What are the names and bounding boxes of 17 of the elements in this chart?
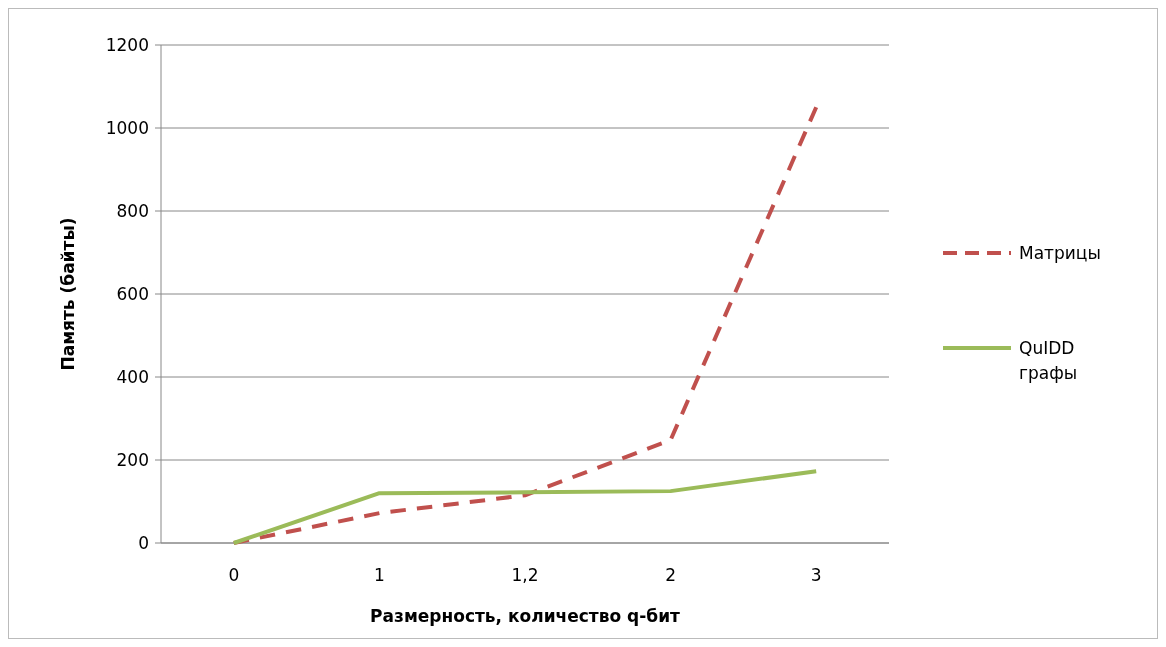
y-tick-label: 0 xyxy=(138,532,149,553)
y-tick-label: 800 xyxy=(116,200,149,221)
x-tick-label: 0 xyxy=(228,565,240,585)
y-tick-label: 1200 xyxy=(105,34,149,55)
y-tick-label: 200 xyxy=(116,449,149,470)
legend-label: QuIDD графы xyxy=(1019,337,1078,384)
legend-label: Матрицы xyxy=(1019,242,1101,263)
y-axis-title: Память (байты) xyxy=(58,217,78,371)
y-tick-label: 1000 xyxy=(105,117,149,138)
x-tick-label: 3 xyxy=(810,565,822,585)
line-series xyxy=(231,469,819,545)
x-tick-label: 1 xyxy=(373,565,385,585)
y-tick-label: 400 xyxy=(116,366,149,387)
x-axis-title: Размерность, количество q-бит xyxy=(370,606,681,626)
y-tick-label: 600 xyxy=(116,283,149,304)
x-tick-label: 2 xyxy=(665,565,677,585)
x-tick-label: 1,2 xyxy=(511,565,539,585)
